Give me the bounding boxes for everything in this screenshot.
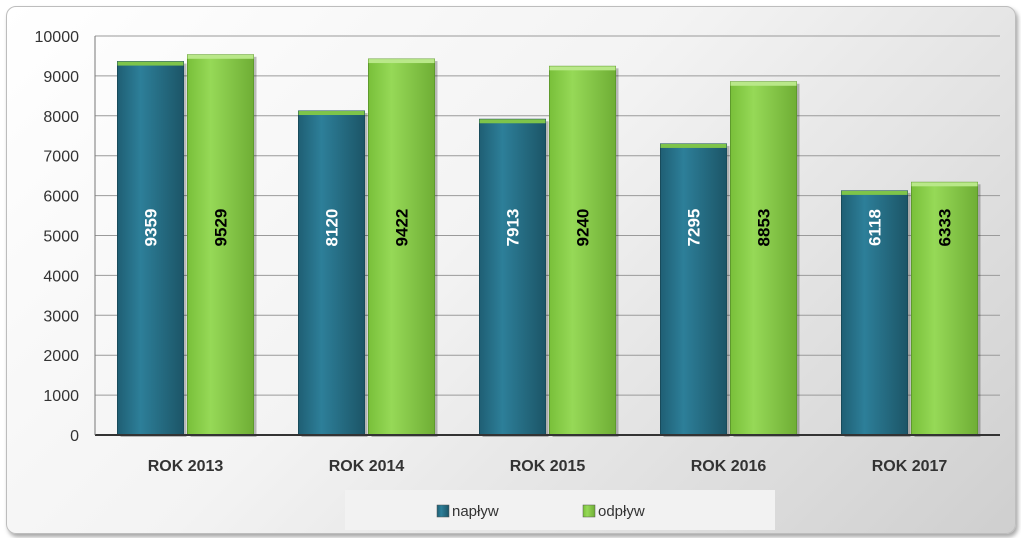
y-tick-label: 7000 xyxy=(43,149,79,166)
x-tick-label: ROK 2016 xyxy=(691,458,767,475)
data-label: 7295 xyxy=(685,209,704,247)
bar-odplyw xyxy=(911,181,978,436)
x-tick-label: ROK 2014 xyxy=(329,458,405,475)
x-tick-label: ROK 2017 xyxy=(872,458,948,475)
y-tick-label: 5000 xyxy=(43,229,79,246)
bar-top-bevel xyxy=(117,61,184,66)
bar-odplyw xyxy=(368,58,435,436)
bar-naplyw xyxy=(298,110,365,436)
x-tick-label: ROK 2013 xyxy=(148,458,224,475)
y-tick-label: 1000 xyxy=(43,388,79,405)
x-tick-label: ROK 2015 xyxy=(510,458,586,475)
axes: 0 1000 2000 3000 4000 5000 6000 7000 8000 9000 100… xyxy=(35,29,1000,475)
y-tick-label: 3000 xyxy=(43,308,79,325)
bar-naplyw xyxy=(660,143,727,436)
bar-top-bevel xyxy=(187,54,254,59)
legend-swatch-naplyw xyxy=(436,504,450,518)
bar-top-bevel xyxy=(660,143,727,148)
y-tick-label: 10000 xyxy=(35,29,80,46)
data-label: 9529 xyxy=(212,209,231,247)
y-tick-label: 9000 xyxy=(43,69,79,86)
legend-box xyxy=(345,490,775,530)
legend-swatch-odplyw xyxy=(582,504,596,518)
y-tick-label: 6000 xyxy=(43,189,79,206)
bar-top-bevel xyxy=(911,182,978,187)
bar-naplyw xyxy=(479,118,546,436)
y-tick-label: 0 xyxy=(70,428,79,445)
bar-top-bevel xyxy=(479,119,546,124)
data-label: 8120 xyxy=(323,209,342,247)
data-label: 6333 xyxy=(936,209,955,247)
bar-top-bevel xyxy=(298,111,365,116)
bar-top-bevel xyxy=(368,59,435,64)
legend-label: odpływ xyxy=(598,503,645,520)
bar-top-bevel xyxy=(841,190,908,195)
y-tick-label: 4000 xyxy=(43,268,79,285)
y-tick-label: 8000 xyxy=(43,109,79,126)
data-label: 9359 xyxy=(142,209,161,247)
bars: 9359 9529 8120 9422 7913 9240 7295 8853 6118 6333 xyxy=(117,54,981,438)
data-label: 9422 xyxy=(393,209,412,247)
data-label: 6118 xyxy=(866,209,885,246)
bar-naplyw xyxy=(841,190,908,436)
legend: napływ odpływ xyxy=(345,490,775,530)
data-label: 9240 xyxy=(574,209,593,247)
bar-naplyw xyxy=(117,61,184,436)
data-label: 8853 xyxy=(755,209,774,247)
bar-top-bevel xyxy=(730,81,797,86)
y-tick-label: 2000 xyxy=(43,348,79,365)
bar-top-bevel xyxy=(549,66,616,71)
data-label: 7913 xyxy=(504,209,523,247)
bar-odplyw xyxy=(730,81,797,436)
legend-label: napływ xyxy=(452,503,499,520)
bar-odplyw xyxy=(549,65,616,436)
